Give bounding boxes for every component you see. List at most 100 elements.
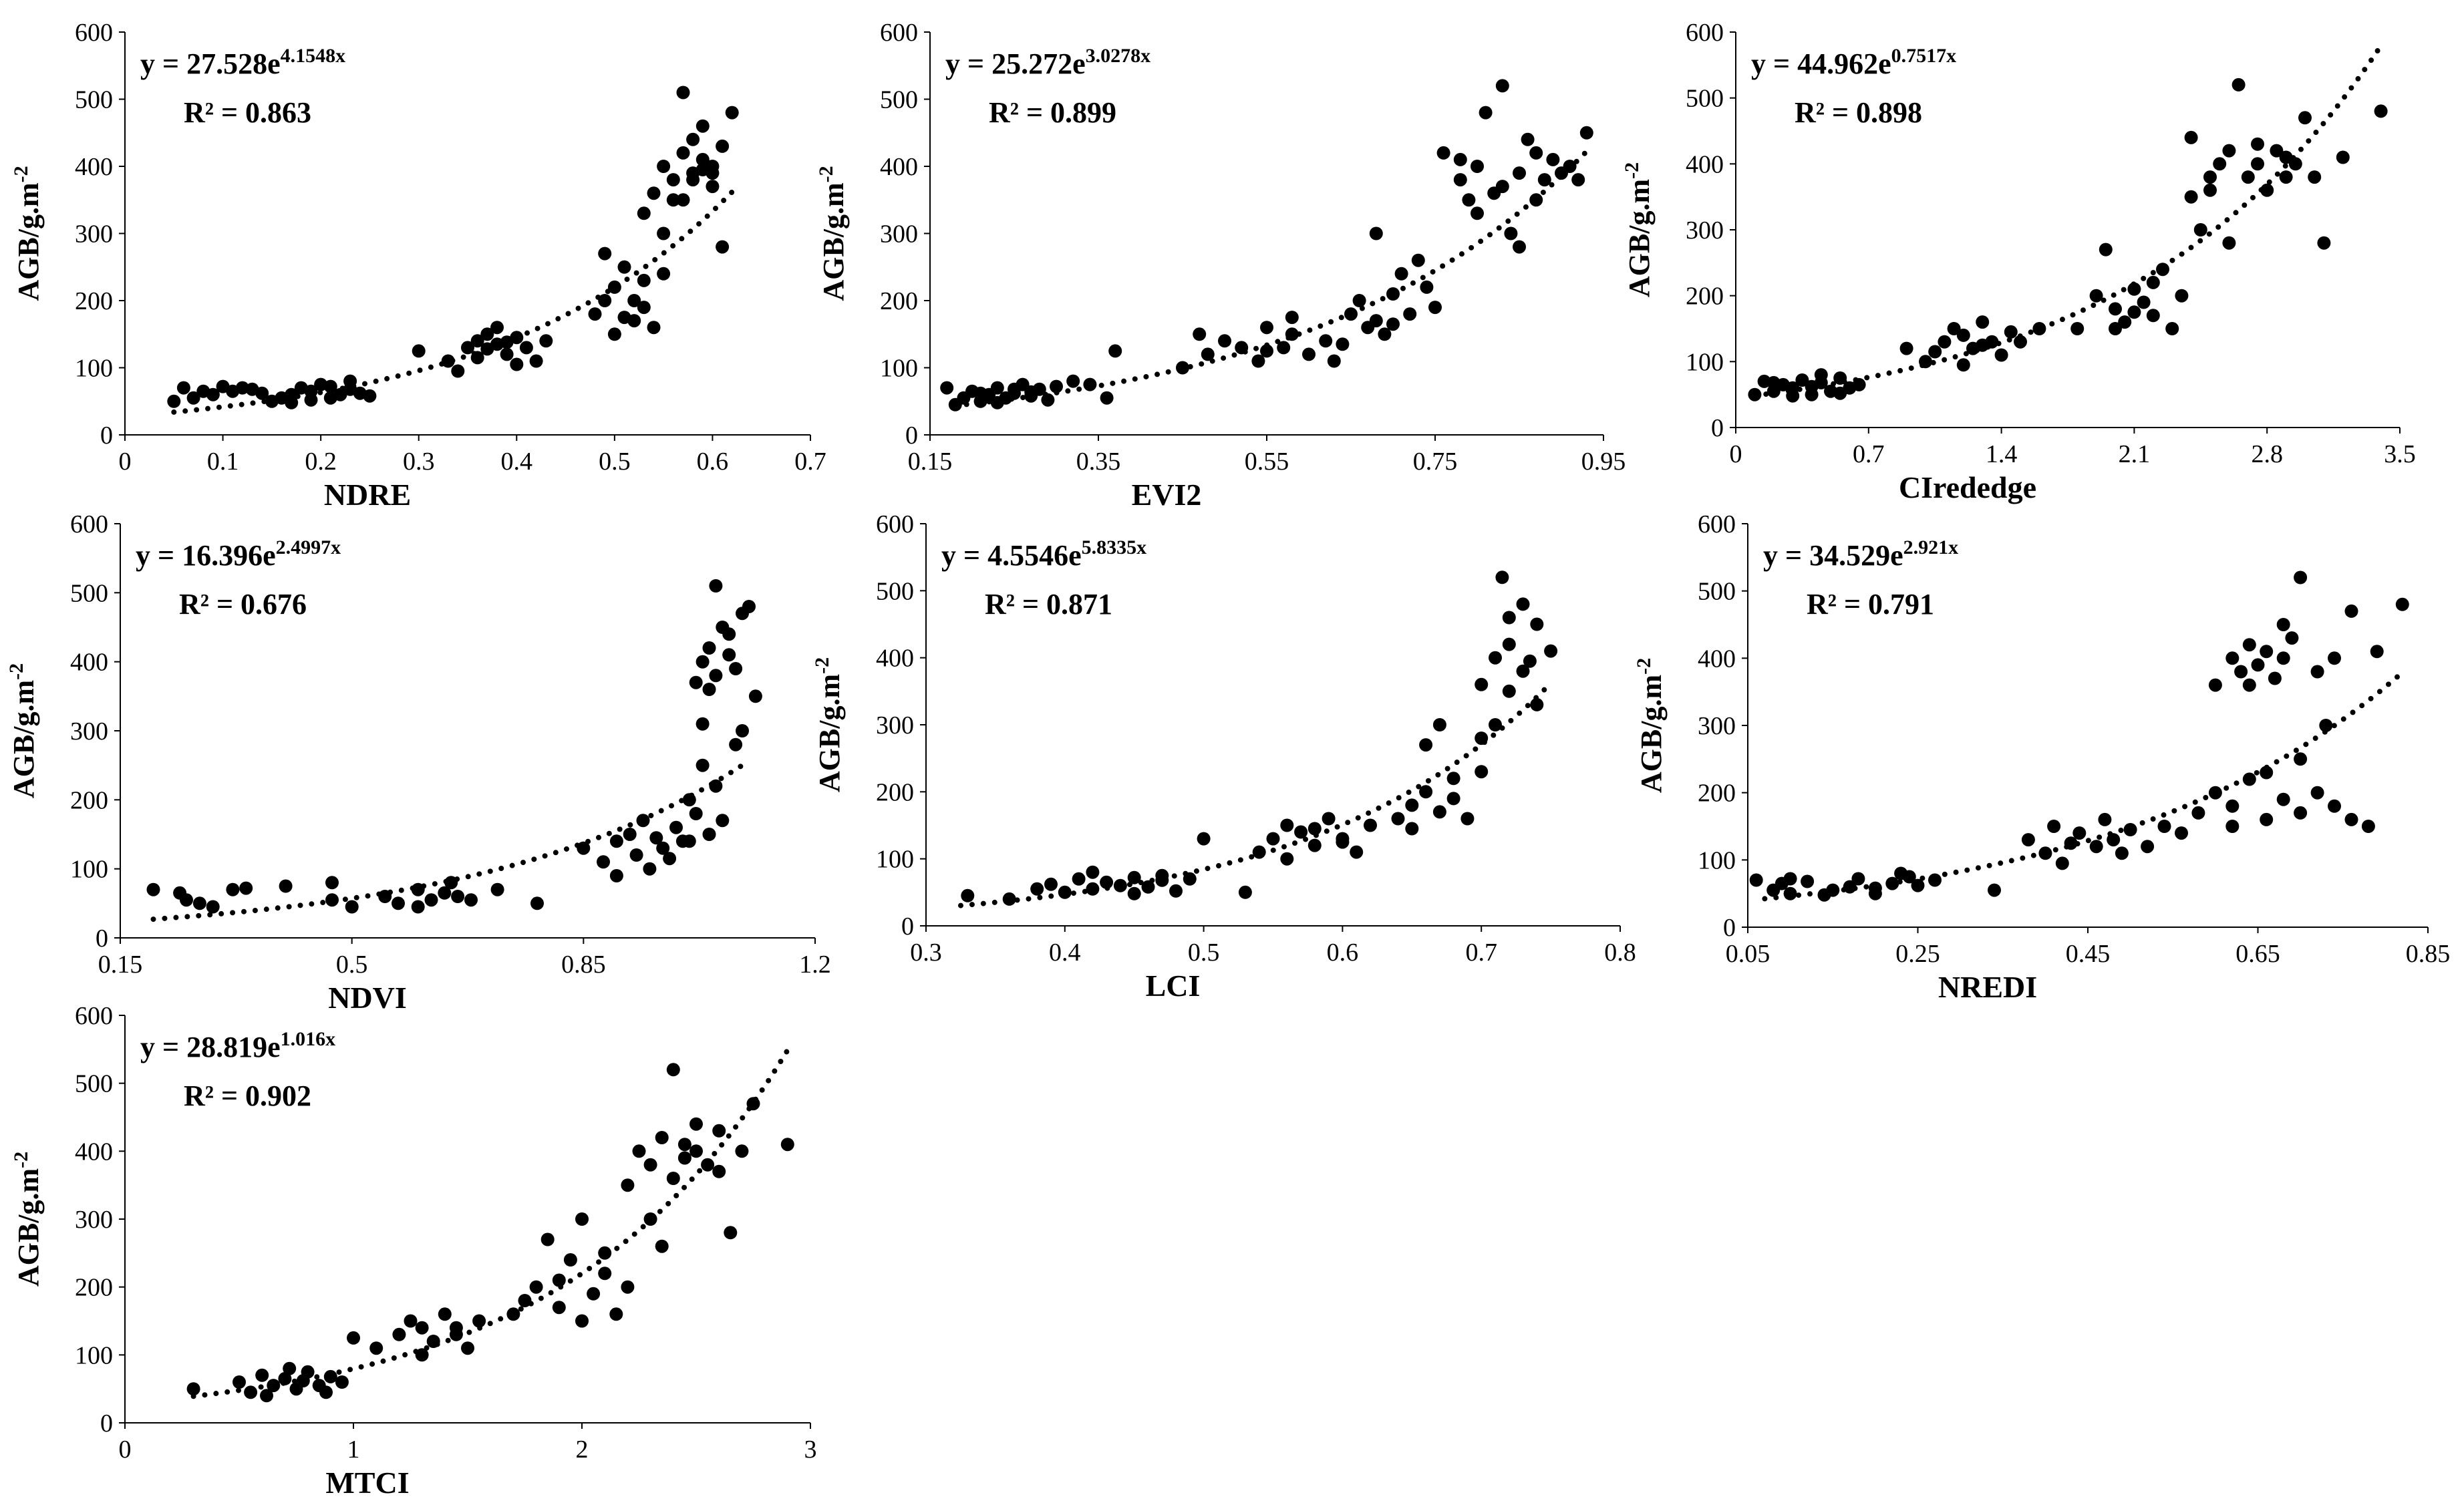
data-point [2270, 144, 2284, 158]
data-point [1294, 825, 1308, 839]
data-point [1394, 267, 1408, 281]
data-point [716, 814, 730, 828]
data-point [621, 1280, 635, 1294]
data-point [296, 1374, 310, 1387]
data-point [464, 893, 478, 907]
x-tick-label: 0.7 [794, 448, 826, 476]
data-point [1805, 379, 1819, 393]
data-point [2127, 305, 2141, 319]
y-tick-label: 0 [905, 422, 918, 450]
data-point [2344, 812, 2358, 826]
x-tick-label: 1 [347, 1436, 360, 1464]
r-squared: R² = 0.871 [985, 588, 1112, 621]
data-point [682, 793, 696, 807]
data-point [2328, 651, 2341, 665]
data-point [701, 1158, 715, 1172]
chart-evi2: 0 100 200 300 400 500 600 0.15 0.35 0.55 0.75 0.95 E… [815, 19, 1626, 512]
data-point [1537, 173, 1551, 187]
data-point [643, 1212, 657, 1226]
x-tick-label: 0.15 [908, 448, 953, 476]
data-point [1748, 387, 1762, 401]
data-point [609, 834, 623, 848]
x-axis-label: CIrededge [1899, 470, 2036, 504]
y-tick-label: 600 [75, 19, 113, 47]
x-tick-label: 2 [576, 1436, 589, 1464]
y-tick-label: 600 [876, 510, 914, 538]
data-point [244, 1385, 258, 1399]
data-point [1419, 785, 1433, 799]
data-point [1405, 822, 1419, 836]
data-point [735, 1144, 749, 1158]
data-point [1238, 885, 1252, 899]
equation-base: y = 28.819e [140, 1031, 281, 1063]
data-point [2191, 806, 2205, 820]
data-point [552, 1301, 566, 1315]
data-point [1843, 880, 1857, 894]
x-tick-label: 0.2 [305, 448, 337, 476]
data-point [347, 1331, 360, 1345]
data-point [657, 226, 671, 240]
y-tick-label: 400 [70, 649, 108, 677]
data-point [2184, 130, 2198, 144]
data-point [2127, 282, 2141, 296]
data-point [2098, 812, 2112, 826]
data-point [1851, 872, 1865, 886]
data-point [2328, 799, 2341, 813]
equation-exponent: 2.4997x [276, 536, 341, 558]
equation-exponent: 5.8335x [1082, 536, 1147, 558]
data-point [1938, 335, 1952, 349]
y-tick-label: 500 [880, 86, 918, 114]
data-point [1868, 881, 1882, 895]
data-point [2268, 671, 2282, 685]
data-point [1783, 872, 1797, 886]
y-tick-label: 300 [880, 220, 918, 248]
y-tick-label: 100 [75, 355, 113, 383]
data-point [472, 1314, 486, 1328]
data-point [2276, 792, 2290, 806]
data-point [2251, 658, 2265, 672]
data-point [729, 662, 743, 675]
data-point [1327, 354, 1341, 368]
data-point [1902, 870, 1916, 884]
y-tick-label: 600 [70, 510, 108, 538]
data-point [621, 1178, 635, 1192]
data-point [1030, 882, 1044, 896]
x-tick-label: 0.25 [1895, 940, 1940, 968]
data-point [2175, 826, 2188, 840]
data-point [1436, 146, 1450, 160]
y-tick-label: 100 [70, 856, 108, 884]
data-point [1766, 375, 1781, 389]
data-point [1420, 280, 1434, 294]
data-point [725, 106, 739, 120]
chart-cirededge: 0 100 200 300 400 500 600 0 0.7 1.4 2.1 2.8 3.5 CIred… [1621, 19, 2416, 504]
data-point [689, 675, 703, 689]
trendline [1762, 669, 2405, 902]
data-point [696, 655, 710, 669]
data-point [629, 848, 643, 862]
x-tick-label: 1.4 [1986, 440, 2018, 468]
data-point [1495, 570, 1509, 584]
data-point [2089, 289, 2103, 303]
data-point [1502, 611, 1516, 625]
y-tick-label: 500 [75, 1070, 113, 1098]
data-point [2089, 840, 2103, 854]
data-point [712, 1124, 726, 1138]
data-point [696, 758, 710, 772]
data-point [206, 900, 220, 914]
data-point [283, 1361, 297, 1375]
y-tick-label: 0 [100, 422, 113, 450]
data-point [1489, 718, 1502, 731]
data-point [2336, 150, 2350, 164]
data-point [1386, 287, 1400, 301]
data-point [1350, 845, 1364, 859]
y-tick-label: 200 [876, 778, 914, 806]
data-point [239, 881, 253, 895]
data-point [1801, 874, 1815, 888]
data-point [2107, 833, 2121, 847]
data-point [1008, 382, 1021, 396]
data-point [649, 831, 663, 845]
data-point [748, 689, 762, 703]
y-axis-label: AGB/g.m-2 [5, 663, 40, 798]
data-point [1994, 348, 2008, 362]
y-tick-label: 0 [96, 925, 108, 953]
